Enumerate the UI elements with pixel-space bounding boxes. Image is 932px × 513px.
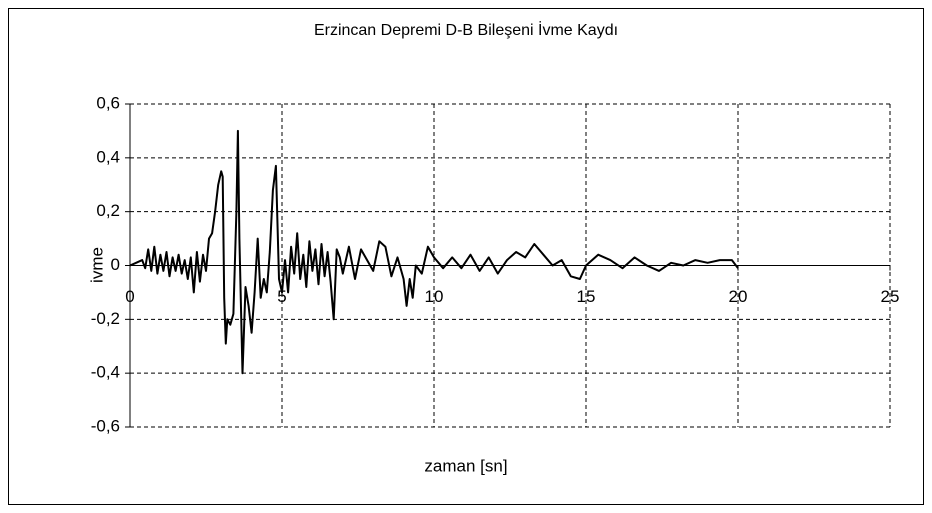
- data-line: [129, 129, 739, 375]
- y-axis-label: ivme: [87, 247, 106, 283]
- chart-title: Erzincan Depremi D-B Bileşeni İvme Kaydı: [314, 20, 618, 39]
- y-tick-label: -0,4: [91, 363, 120, 382]
- y-tick-label: -0,2: [91, 309, 120, 328]
- y-tick-label: 0,6: [96, 93, 120, 112]
- y-tick-label: -0,6: [91, 416, 120, 435]
- x-axis-label: zaman [sn]: [424, 456, 507, 475]
- y-tick-label: 0: [111, 255, 120, 274]
- y-tick-label: 0,4: [96, 147, 120, 166]
- y-tick-label: 0,2: [96, 201, 120, 220]
- chart-frame: [8, 8, 924, 505]
